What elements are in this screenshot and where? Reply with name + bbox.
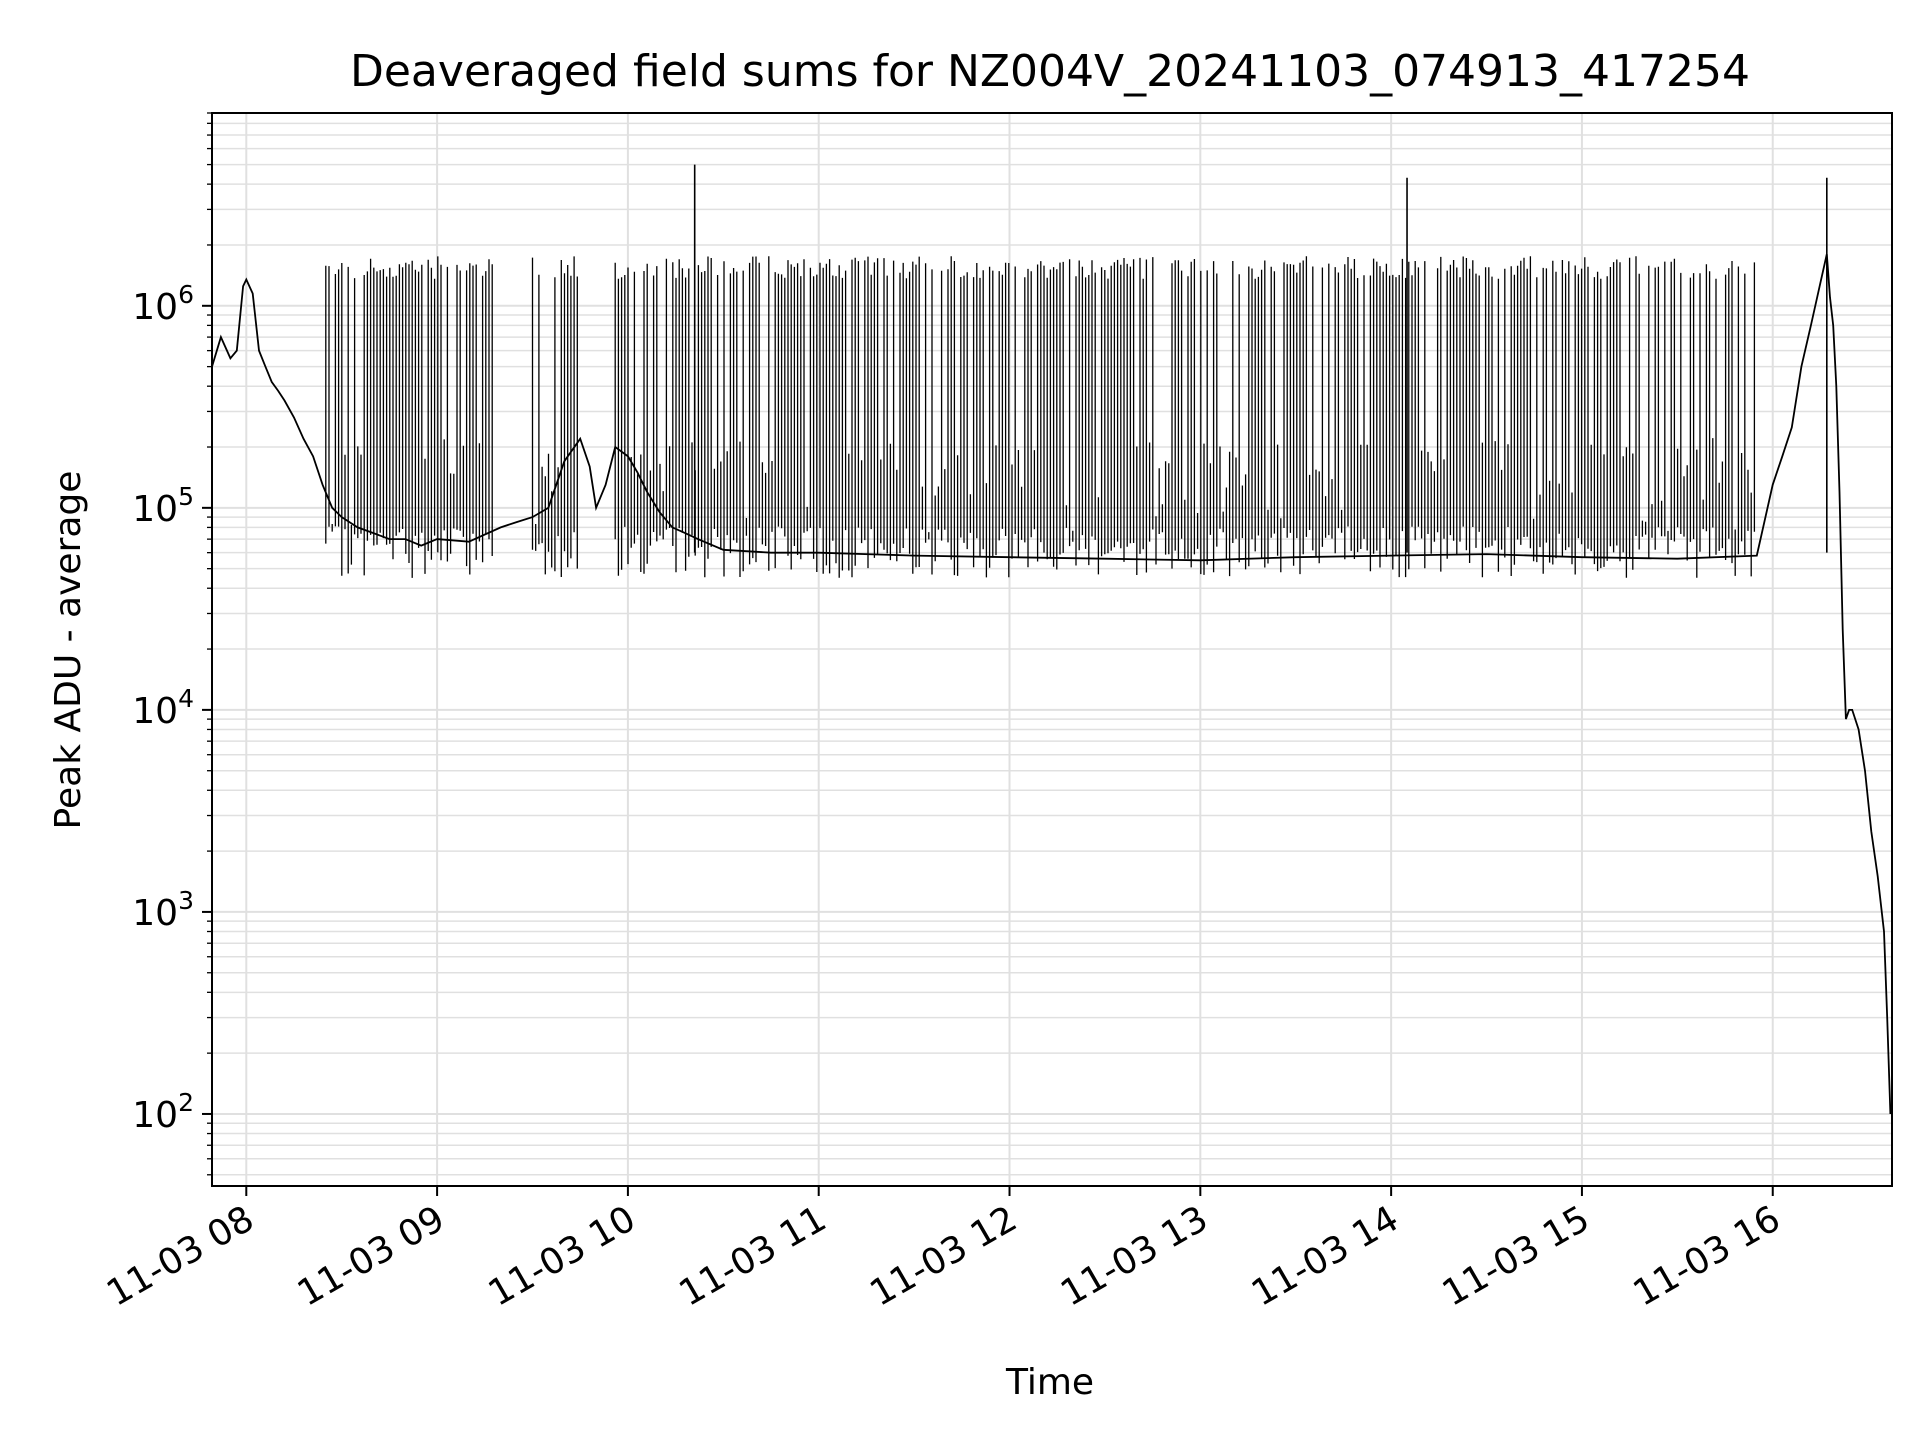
y-tick-label: 104 — [132, 684, 194, 732]
spike-series — [325, 256, 1756, 578]
y-tick-label: 106 — [132, 280, 194, 328]
chart-title: Deaveraged field sums for NZ004V_2024110… — [350, 46, 1750, 97]
y-tick-label: 102 — [132, 1088, 194, 1136]
y-tick-label: 105 — [132, 482, 194, 530]
x-axis-label: Time — [1005, 1362, 1094, 1403]
plot-frame — [211, 112, 1893, 1187]
data-series — [211, 164, 1892, 1115]
spike-lines — [325, 256, 1756, 578]
y-tick-label: 103 — [132, 886, 194, 934]
y-axis-label: Peak ADU - average — [48, 471, 89, 830]
series-line — [211, 254, 1892, 1115]
